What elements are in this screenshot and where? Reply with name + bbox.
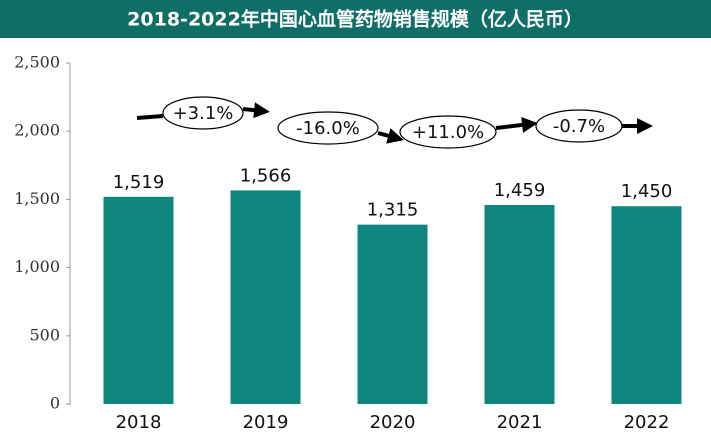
x-tick-label: 2021 bbox=[497, 412, 543, 433]
annotation-ellipse bbox=[535, 109, 623, 143]
value-label: 1,459 bbox=[494, 180, 546, 201]
y-tick-label: 0 bbox=[50, 394, 60, 413]
bar bbox=[484, 204, 555, 404]
annotation: -0.7% bbox=[553, 116, 605, 137]
bar bbox=[103, 196, 174, 404]
arrow bbox=[377, 128, 404, 144]
annotation-ellipse bbox=[162, 96, 244, 130]
arrow bbox=[242, 102, 270, 119]
bar bbox=[611, 206, 682, 404]
annotation: +3.1% bbox=[173, 103, 234, 124]
value-label: 1,450 bbox=[621, 181, 673, 202]
y-tick-label: 500 bbox=[29, 325, 60, 344]
bar bbox=[230, 190, 301, 404]
annotation-ellipse bbox=[277, 111, 379, 145]
annotation: +11.0% bbox=[412, 122, 484, 143]
chart-title: 2018-2022年中国心血管药物销售规模（亿人民币） bbox=[127, 8, 583, 31]
x-tick-label: 2022 bbox=[624, 412, 670, 433]
y-tick-label: 1,000 bbox=[14, 257, 60, 276]
arrow bbox=[136, 114, 164, 120]
value-label: 1,519 bbox=[113, 172, 165, 193]
annotation: -16.0% bbox=[296, 118, 360, 139]
y-tick-label: 2,000 bbox=[14, 121, 60, 140]
y-tick-label: 2,500 bbox=[14, 53, 60, 72]
value-label: 1,566 bbox=[240, 165, 292, 186]
value-label: 1,315 bbox=[367, 200, 419, 221]
arrow bbox=[495, 116, 538, 133]
y-tick-label: 1,500 bbox=[14, 189, 60, 208]
x-tick-label: 2018 bbox=[116, 412, 162, 433]
x-tick-label: 2019 bbox=[243, 412, 289, 433]
x-tick-label: 2020 bbox=[370, 412, 416, 433]
annotation-ellipse bbox=[399, 115, 497, 149]
bar bbox=[357, 224, 428, 404]
title-bar bbox=[0, 0, 711, 38]
